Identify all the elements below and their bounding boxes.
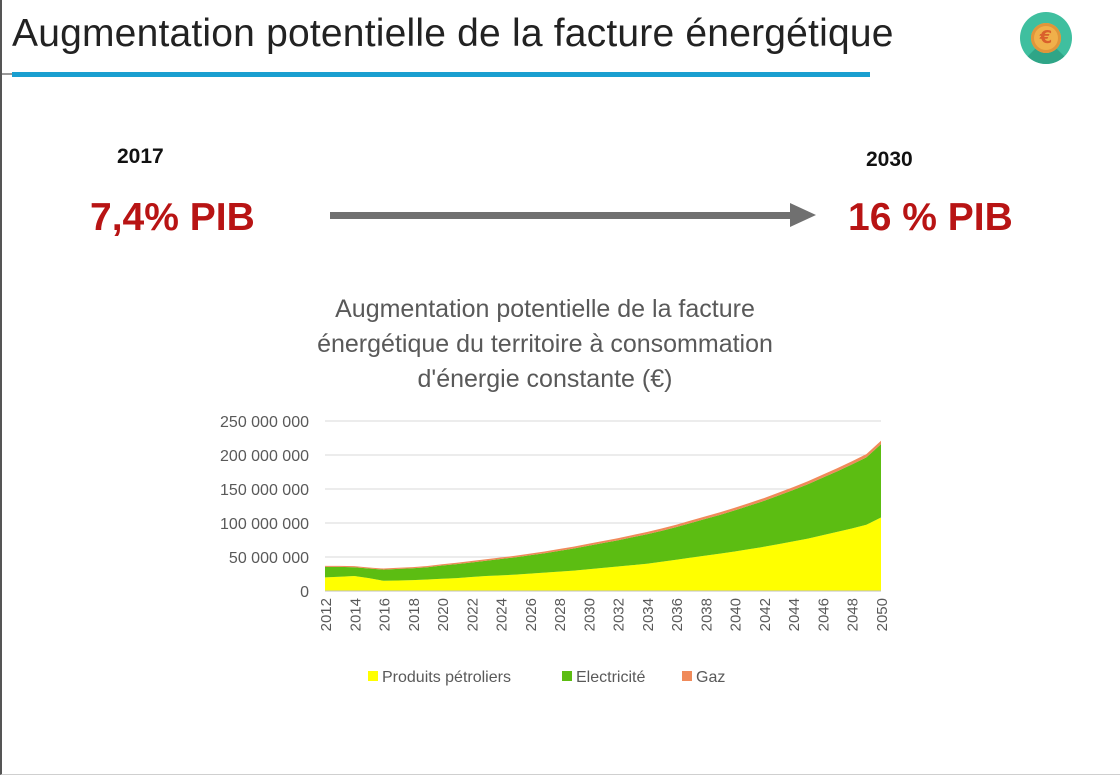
x-tick-label: 2014 (347, 598, 364, 631)
euro-coin-icon: € (1020, 12, 1072, 64)
x-tick-label: 2044 (786, 598, 803, 631)
legend-label: Electricité (576, 669, 645, 686)
x-tick-label: 2018 (406, 598, 423, 631)
arrow-right-icon (330, 212, 792, 219)
x-tick-label: 2016 (377, 598, 394, 631)
x-tick-label: 2046 (815, 598, 832, 631)
chart-title: Augmentation potentielle de la facture én… (317, 295, 773, 393)
end-value: 16 % PIB (848, 196, 1013, 239)
title-underline (12, 72, 870, 77)
x-tick-label: 2030 (581, 598, 598, 631)
chart-areas (325, 440, 881, 591)
start-year: 2017 (117, 145, 164, 168)
area-series (325, 444, 881, 581)
x-tick-label: 2022 (464, 598, 481, 631)
title-rule-left (2, 73, 14, 75)
x-tick-label: 2048 (845, 598, 862, 631)
chart-legend: Produits pétroliers Electricité Gaz (368, 669, 725, 686)
start-value: 7,4% PIB (90, 196, 255, 239)
arrow-head-icon (790, 203, 816, 227)
x-tick-label: 2028 (552, 598, 569, 631)
y-tick-label: 50 000 000 (229, 550, 309, 567)
x-tick-label: 2050 (874, 598, 891, 631)
y-axis-ticks: 0 50 000 000 100 000 000 150 000 000 200 000… (220, 414, 309, 601)
euro-symbol: € (1031, 23, 1061, 53)
x-tick-label: 2036 (669, 598, 686, 631)
legend-label: Gaz (696, 669, 725, 686)
y-tick-label: 150 000 000 (220, 482, 309, 499)
page-title: Augmentation potentielle de la facture é… (12, 12, 894, 55)
legend-label: Produits pétroliers (382, 669, 511, 686)
y-tick-label: 0 (300, 584, 309, 601)
x-tick-label: 2040 (728, 598, 745, 631)
x-tick-label: 2038 (698, 598, 715, 631)
chart-title-line: énergétique du territoire à consommation (317, 330, 773, 358)
x-axis-ticks: 2012 2014 2016 2018 2020 2022 2024 2026 2028 2030… (318, 598, 891, 631)
x-tick-label: 2032 (611, 598, 628, 631)
x-tick-label: 2024 (494, 598, 511, 631)
end-year: 2030 (866, 148, 913, 171)
legend-swatch (368, 671, 378, 681)
legend-swatch (682, 671, 692, 681)
legend-swatch (562, 671, 572, 681)
area-series (325, 517, 881, 591)
y-tick-label: 200 000 000 (220, 448, 309, 465)
y-tick-label: 100 000 000 (220, 516, 309, 533)
x-tick-label: 2020 (435, 598, 452, 631)
x-tick-label: 2034 (640, 598, 657, 631)
x-tick-label: 2042 (757, 598, 774, 631)
y-tick-label: 250 000 000 (220, 414, 309, 431)
chart-title-line: Augmentation potentielle de la facture (335, 295, 755, 323)
chart-title-line: d'énergie constante (€) (418, 365, 673, 393)
x-tick-label: 2026 (523, 598, 540, 631)
x-tick-label: 2012 (318, 598, 335, 631)
